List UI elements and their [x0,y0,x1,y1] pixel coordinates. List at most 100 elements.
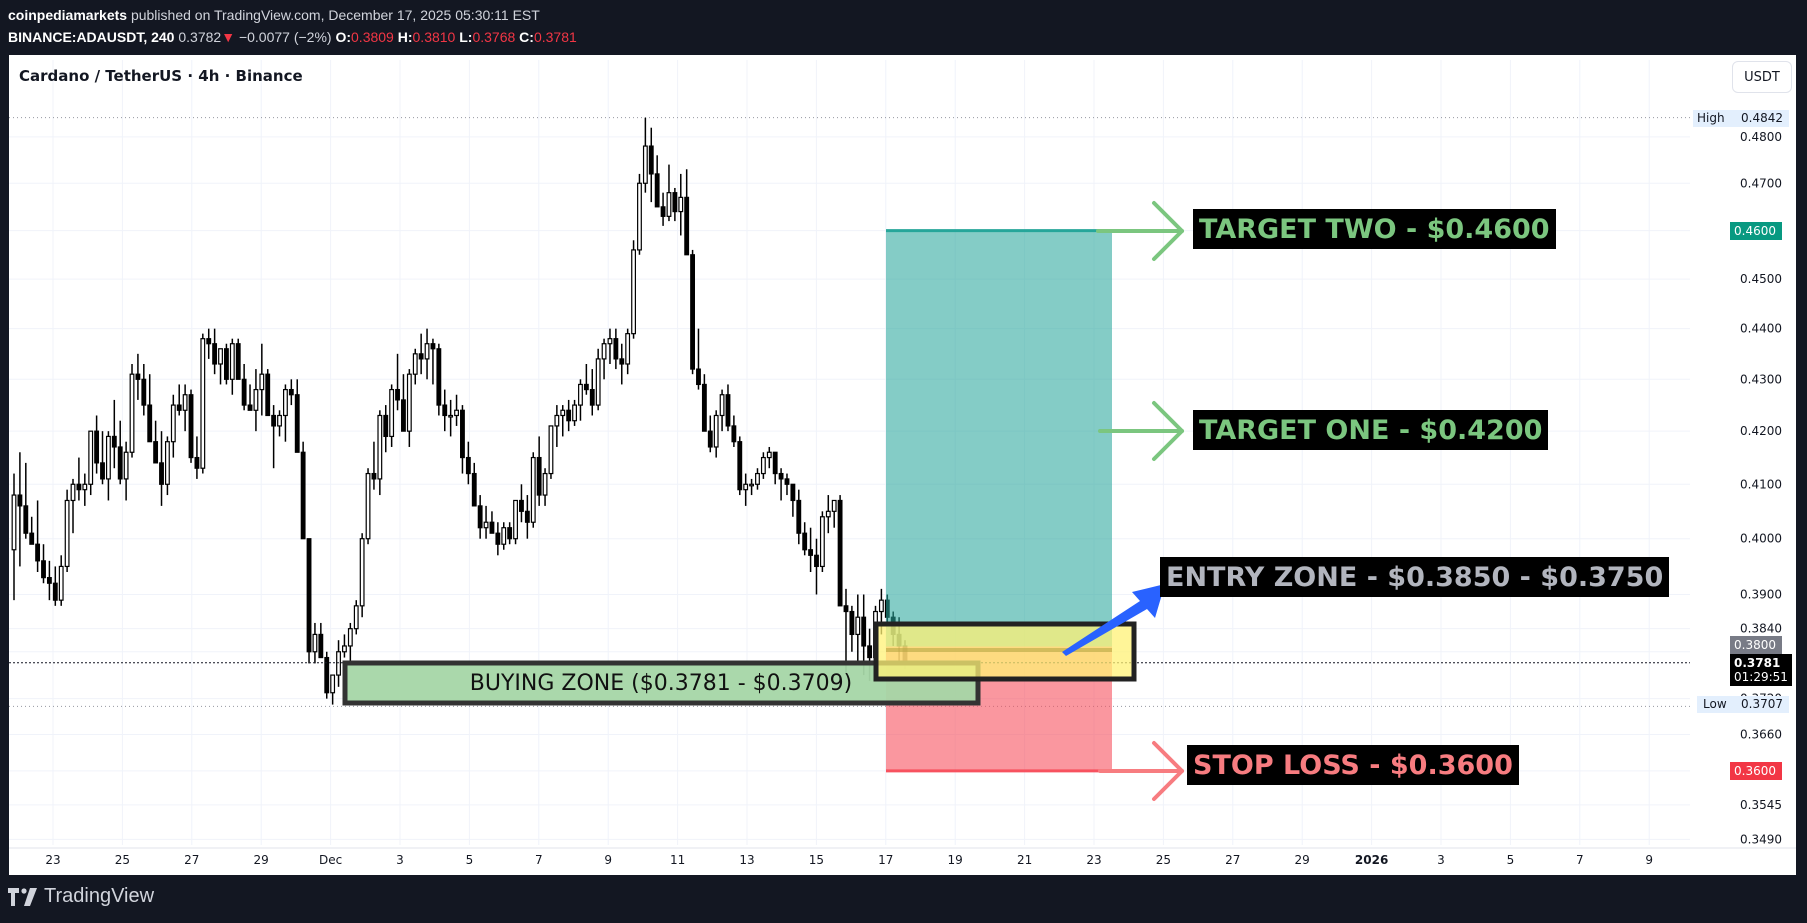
bear-candle [690,254,696,370]
time-tick-label: Dec [319,853,342,867]
bear-candle [241,378,247,406]
time-tick-label: 9 [1645,853,1653,867]
low-value: 0.3768 [472,29,516,45]
bear-candle [318,633,324,659]
bull-candle [336,651,341,676]
bull-candle [755,472,760,485]
tradingview-logo[interactable]: TradingView [8,885,154,908]
stop-price-badge: 0.3600 [1730,762,1782,780]
bull-candle [501,527,507,545]
bear-candle [401,399,406,432]
bear-candle [536,456,542,496]
bear-candle [784,478,790,485]
bear-candle [117,446,123,480]
bear-candle [41,560,46,579]
current-price: 0.3781 [1734,656,1781,670]
price-tick-label: 0.3900 [1740,588,1782,602]
bear-candle [648,145,654,175]
bull-candle [560,409,566,417]
bull-candle [578,383,583,406]
bull-candle [743,483,749,491]
target-zone-box [886,230,1112,647]
bear-candle [147,404,153,443]
bear-candle [460,409,465,459]
price-tick-label: 0.3490 [1740,832,1782,846]
bear-candle [223,348,229,380]
bull-candle [766,451,772,459]
time-tick-label: 25 [1156,853,1171,867]
stop-loss-label[interactable]: STOP LOSS - $0.3600 [1187,745,1519,785]
bear-candle [672,192,678,213]
bear-candle [837,499,843,607]
target-two-text: TARGET TWO - $0.4600 [1199,213,1550,245]
bear-candle [371,472,377,480]
bear-candle [737,441,743,491]
publish-info: coinpediamarkets published on TradingVie… [8,7,540,23]
bear-candle [707,430,713,448]
bear-candle [52,582,58,601]
target-one-label[interactable]: TARGET ONE - $0.4200 [1193,410,1549,450]
bull-candle [105,435,111,480]
time-tick-label: 3 [1437,853,1445,867]
bear-candle [94,430,100,464]
bear-candle [861,616,867,647]
bear-candle [141,378,147,406]
currency-button[interactable]: USDT [1732,61,1792,93]
symbol-label: BINANCE:ADAUSDT, 240 [8,29,175,45]
bear-candle [778,472,784,480]
bear-candle [265,373,271,417]
entry-zone-label[interactable]: ENTRY ZONE - $0.3850 - $0.3750 [1160,557,1670,597]
bull-candle [129,373,135,453]
bear-candle [436,348,442,406]
target-price-badge: 0.4600 [1730,222,1782,240]
bull-candle [572,404,577,422]
bear-candle [495,532,501,545]
time-tick-label: 15 [809,853,824,867]
bear-candle [465,456,471,475]
target-two-arrow-head [1152,201,1184,261]
bear-candle [796,499,802,534]
bull-candle [454,409,459,417]
time-tick-label: 29 [1295,853,1310,867]
time-tick-label: 3 [396,853,404,867]
bull-candle [666,192,672,217]
bull-candle [164,441,170,485]
brand-name: TradingView [44,885,155,907]
bear-candle [507,527,513,540]
bull-candle [359,538,365,607]
bull-candle [513,499,518,540]
bull-candle [607,338,613,345]
target-two-label[interactable]: TARGET TWO - $0.4600 [1193,209,1556,249]
bear-candle [395,388,400,401]
bull-candle [182,394,188,411]
bear-candle [802,532,808,551]
bull-candle [88,430,94,485]
bear-candle [519,499,524,512]
price-tick-label: 0.3545 [1740,798,1782,812]
bull-candle [642,145,648,184]
entry-zone-text: ENTRY ZONE - $0.3850 - $0.3750 [1166,561,1664,593]
bear-candle [29,532,35,545]
bear-candle [153,441,159,464]
time-tick-label: 23 [45,853,60,867]
bear-candle [176,404,182,411]
bull-candle [878,599,884,613]
entry-price-badge: 0.3800 [1730,636,1782,654]
bull-candle [825,510,831,518]
time-tick-label: 17 [878,853,893,867]
high-label: H: [397,29,413,45]
bull-candle [330,674,336,694]
bull-candle [637,182,642,251]
symbol-info: BINANCE:ADAUSDT, 240 0.3782▼ −0.0077 (−2… [8,29,577,45]
high-value: 0.3810 [412,29,456,45]
chart-title: Cardano / TetherUS · 4h · Binance [19,67,303,85]
bull-candle [678,196,684,213]
bear-candle [300,451,306,540]
bear-candle [660,206,666,217]
close-label: C: [519,29,534,45]
bull-candle [229,343,235,380]
price-tick-label: 0.4700 [1740,176,1782,190]
bear-candle [418,353,424,360]
time-tick-label: 27 [184,853,199,867]
